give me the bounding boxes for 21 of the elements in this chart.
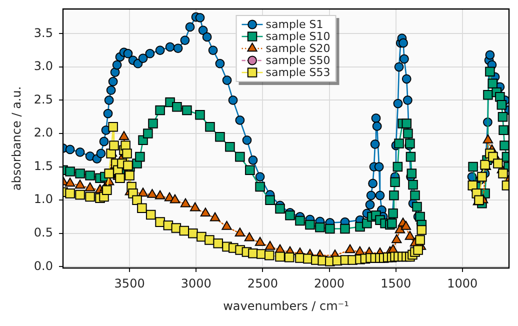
y-tick-label: 3.5 — [34, 26, 53, 40]
y-tick-label: 3.0 — [34, 59, 53, 74]
y-tick-label: 0.5 — [34, 226, 53, 240]
x-axis-title: wavenumbers / cm⁻¹ — [223, 298, 350, 313]
x-tick-label: 3000 — [180, 276, 212, 290]
legend-label: sample S50 — [266, 54, 330, 67]
y-tick-label: 2.5 — [34, 92, 53, 106]
legend-label: sample S53 — [266, 66, 330, 79]
y-tick-label: 1.5 — [34, 158, 53, 173]
y-tick-label: 2.0 — [34, 126, 53, 140]
legend-label: sample S20 — [266, 42, 330, 55]
x-tick-label: 3500 — [114, 276, 145, 290]
y-tick-label: 0.0 — [34, 258, 53, 273]
x-tick-label: 2000 — [314, 276, 345, 290]
x-tick-label: 2500 — [247, 276, 278, 290]
legend-label: sample S10 — [266, 30, 330, 43]
legend-label: sample S1 — [266, 18, 324, 31]
x-tick-label: 1000 — [447, 276, 478, 290]
y-axis-title: absorbance / a.u. — [9, 86, 24, 191]
x-tick-label: 1500 — [380, 276, 412, 290]
y-tick-label: 1.0 — [34, 192, 53, 206]
